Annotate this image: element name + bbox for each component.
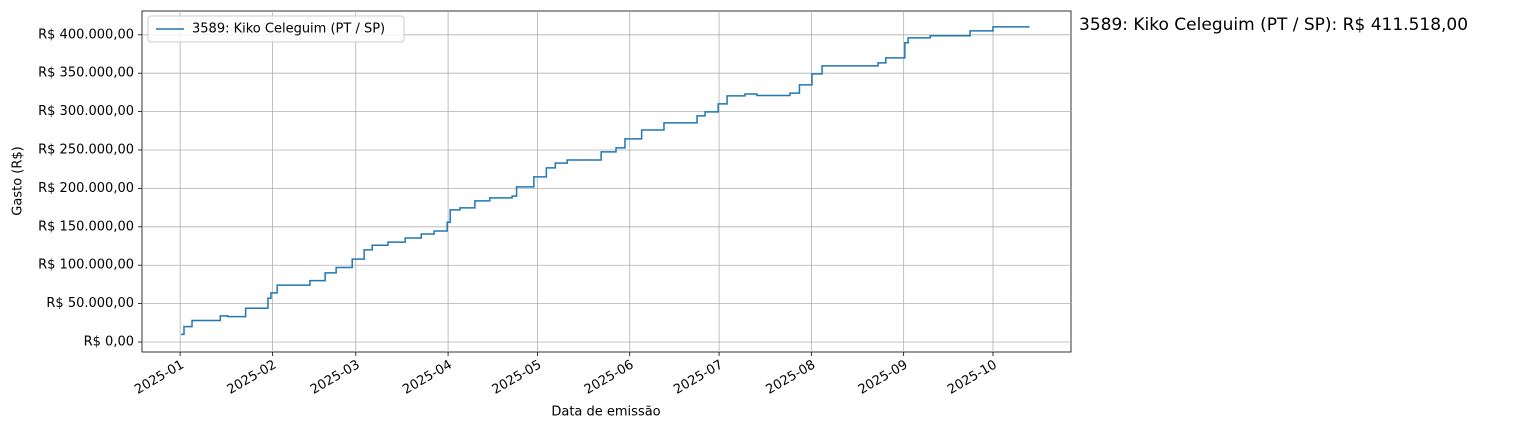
x-axis-label: Data de emissão: [551, 405, 660, 420]
x-tick-label: 2025-02: [225, 358, 280, 398]
x-tick-label: 2025-08: [764, 358, 819, 398]
y-tick-label: R$ 300.000,00: [38, 104, 134, 119]
y-tick-label: R$ 50.000,00: [46, 296, 134, 311]
x-tick-label: 2025-07: [671, 358, 726, 398]
x-tick-label: 2025-05: [490, 358, 545, 398]
x-tick-label: 2025-06: [582, 358, 637, 398]
y-tick-label: R$ 250.000,00: [38, 143, 134, 158]
x-tick-label: 2025-09: [856, 358, 911, 398]
y-tick-label: R$ 400.000,00: [38, 27, 134, 42]
y-axis-label: Gasto (R$): [11, 146, 26, 215]
y-tick-label: R$ 200.000,00: [38, 181, 134, 196]
x-tick-label: 2025-03: [308, 358, 363, 398]
y-tick-label: R$ 100.000,00: [38, 258, 134, 273]
y-tick-label: R$ 0,00: [84, 335, 134, 350]
x-tick-label: 2025-01: [132, 358, 187, 398]
series-line: [181, 25, 1030, 336]
y-tick-label: R$ 150.000,00: [38, 219, 134, 234]
plot-frame: [141, 10, 1072, 353]
y-tick-label: R$ 350.000,00: [38, 66, 134, 81]
annotation: 3589: Kiko Celeguim (PT / SP): R$ 411.51…: [1079, 15, 1468, 35]
legend-box: [147, 15, 405, 43]
legend-label: 3589: Kiko Celeguim (PT / SP): [192, 22, 385, 37]
x-tick-label: 2025-10: [945, 358, 1000, 398]
x-tick-label: 2025-04: [400, 358, 455, 398]
